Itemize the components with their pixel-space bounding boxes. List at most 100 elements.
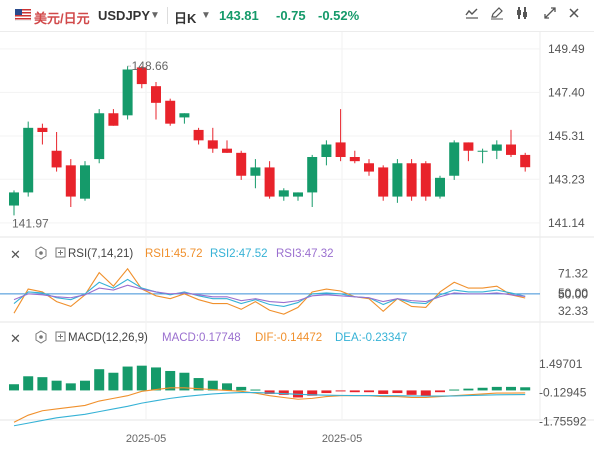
rsi-tick-label: 50.00 (558, 286, 588, 300)
collapse-icon[interactable]: ✕ (10, 247, 21, 262)
macd-line (13, 391, 526, 427)
candle (193, 129, 204, 141)
candle (264, 167, 275, 197)
symbol-code[interactable]: USDJPY (98, 8, 151, 23)
macd-bar (307, 390, 318, 396)
chart-area: 148.66 141.97 149.49 147.40 145.31 143.23 141… (0, 32, 594, 445)
price-change: -0.75 (276, 8, 306, 23)
price-tick-label: 145.31 (548, 129, 585, 143)
period-selector[interactable]: 日K (174, 11, 197, 26)
rsi-tick-label: 50.00 (558, 288, 588, 302)
candle (94, 113, 105, 160)
rsi1-value: RSI1:45.72 (145, 248, 203, 260)
candle (222, 148, 232, 153)
flag-icon (15, 9, 31, 21)
expand-icon[interactable] (540, 6, 560, 26)
eye-icon[interactable] (35, 330, 47, 344)
candle (151, 86, 161, 103)
macd-bar (222, 383, 232, 391)
candle (65, 165, 76, 197)
macd-bar (477, 387, 488, 391)
candle (293, 192, 303, 197)
dropdown-icon[interactable]: ▼ (150, 10, 160, 21)
macd-bar (179, 372, 190, 391)
low-annotation: 141.97 (12, 216, 49, 230)
macd-legend: ✕ MACD(12,26,9) MACD:0.17748 DIF:-0.1447… (10, 330, 407, 346)
chevron-down-icon[interactable]: ▼ (201, 10, 211, 21)
candle (51, 150, 62, 168)
rsi-legend: ✕ RSI(7,14,21) RSI1:45.72 RSI2:47.52 RSI… (10, 246, 334, 262)
macd-bar (37, 377, 48, 391)
candlestick-pane: 148.66 141.97 (9, 59, 531, 230)
macd-value: MACD:0.17748 (162, 332, 241, 344)
macd-bar (122, 366, 133, 391)
rsi-tick-label: 71.32 (558, 266, 588, 280)
macd-tick-label: -0.12945 (539, 386, 587, 400)
macd-bar (9, 384, 19, 391)
macd-bar (250, 389, 261, 391)
settings-icon[interactable] (512, 6, 532, 26)
macd-bar (264, 390, 275, 394)
indicator-icon[interactable] (462, 6, 482, 26)
close-icon[interactable] (564, 6, 584, 26)
price-tick-label: 149.49 (548, 42, 585, 56)
rsi3-value: RSI3:47.32 (276, 248, 334, 260)
rsi-title: RSI(7,14,21) (68, 248, 133, 260)
macd-bar (364, 390, 374, 393)
candle (506, 144, 516, 155)
rsi2-value: RSI2:47.52 (210, 248, 268, 260)
candle (349, 157, 360, 162)
candle (520, 154, 531, 168)
macd-bar (23, 376, 34, 391)
edit-icon[interactable] (487, 6, 507, 26)
macd-tick-label: 1.49701 (539, 357, 583, 371)
candle (449, 142, 460, 176)
rsi-line (13, 284, 526, 304)
candle (179, 113, 190, 118)
macd-bar (349, 390, 360, 393)
dea-value: DEA:-0.23347 (335, 332, 407, 344)
rsi-line (13, 278, 526, 307)
macd-bar (151, 367, 161, 391)
rsi-line (13, 267, 526, 315)
macd-bar (449, 389, 460, 391)
collapse-icon[interactable]: ✕ (10, 331, 21, 346)
candle (364, 163, 374, 172)
candle (307, 157, 318, 193)
macd-bar (321, 390, 332, 394)
macd-bar (406, 390, 417, 395)
candle (420, 163, 431, 197)
price-axis: 149.49 147.40 145.31 143.23 141.14 71.32 50.00… (539, 42, 588, 429)
candle (122, 69, 133, 116)
candle (9, 192, 19, 206)
expand-indicator-icon[interactable] (55, 331, 66, 342)
macd-bar (193, 378, 204, 391)
candle (435, 177, 445, 197)
expand-indicator-icon[interactable] (55, 247, 66, 258)
macd-bar (278, 390, 289, 395)
macd-bar (207, 380, 218, 391)
chart-toolbar: 美元/日元 USDJPY ▼ 日K ▼ 143.81 -0.75 -0.52% (0, 0, 594, 32)
candle (80, 165, 90, 199)
eye-icon[interactable] (35, 246, 47, 260)
macd-bar (435, 390, 445, 393)
candle (37, 127, 48, 132)
symbol-name-cn[interactable]: 美元/日元 (34, 11, 90, 26)
macd-bar (65, 383, 76, 391)
price-change-percent: -0.52% (318, 8, 360, 23)
macd-pane (9, 365, 531, 427)
macd-title: MACD(12,26,9) (68, 332, 148, 344)
candle (463, 142, 474, 151)
price-tick-label: 141.14 (548, 216, 585, 230)
last-price: 143.81 (219, 8, 259, 23)
candle (378, 167, 389, 197)
candle (23, 127, 34, 193)
high-annotation: 148.66 (132, 59, 169, 73)
divider (167, 7, 168, 24)
candle (108, 113, 119, 126)
macd-bar (236, 386, 247, 391)
candle (278, 190, 289, 197)
x-tick-label: 2025-05 (322, 433, 362, 445)
candle (491, 144, 502, 151)
macd-bar (80, 380, 90, 391)
